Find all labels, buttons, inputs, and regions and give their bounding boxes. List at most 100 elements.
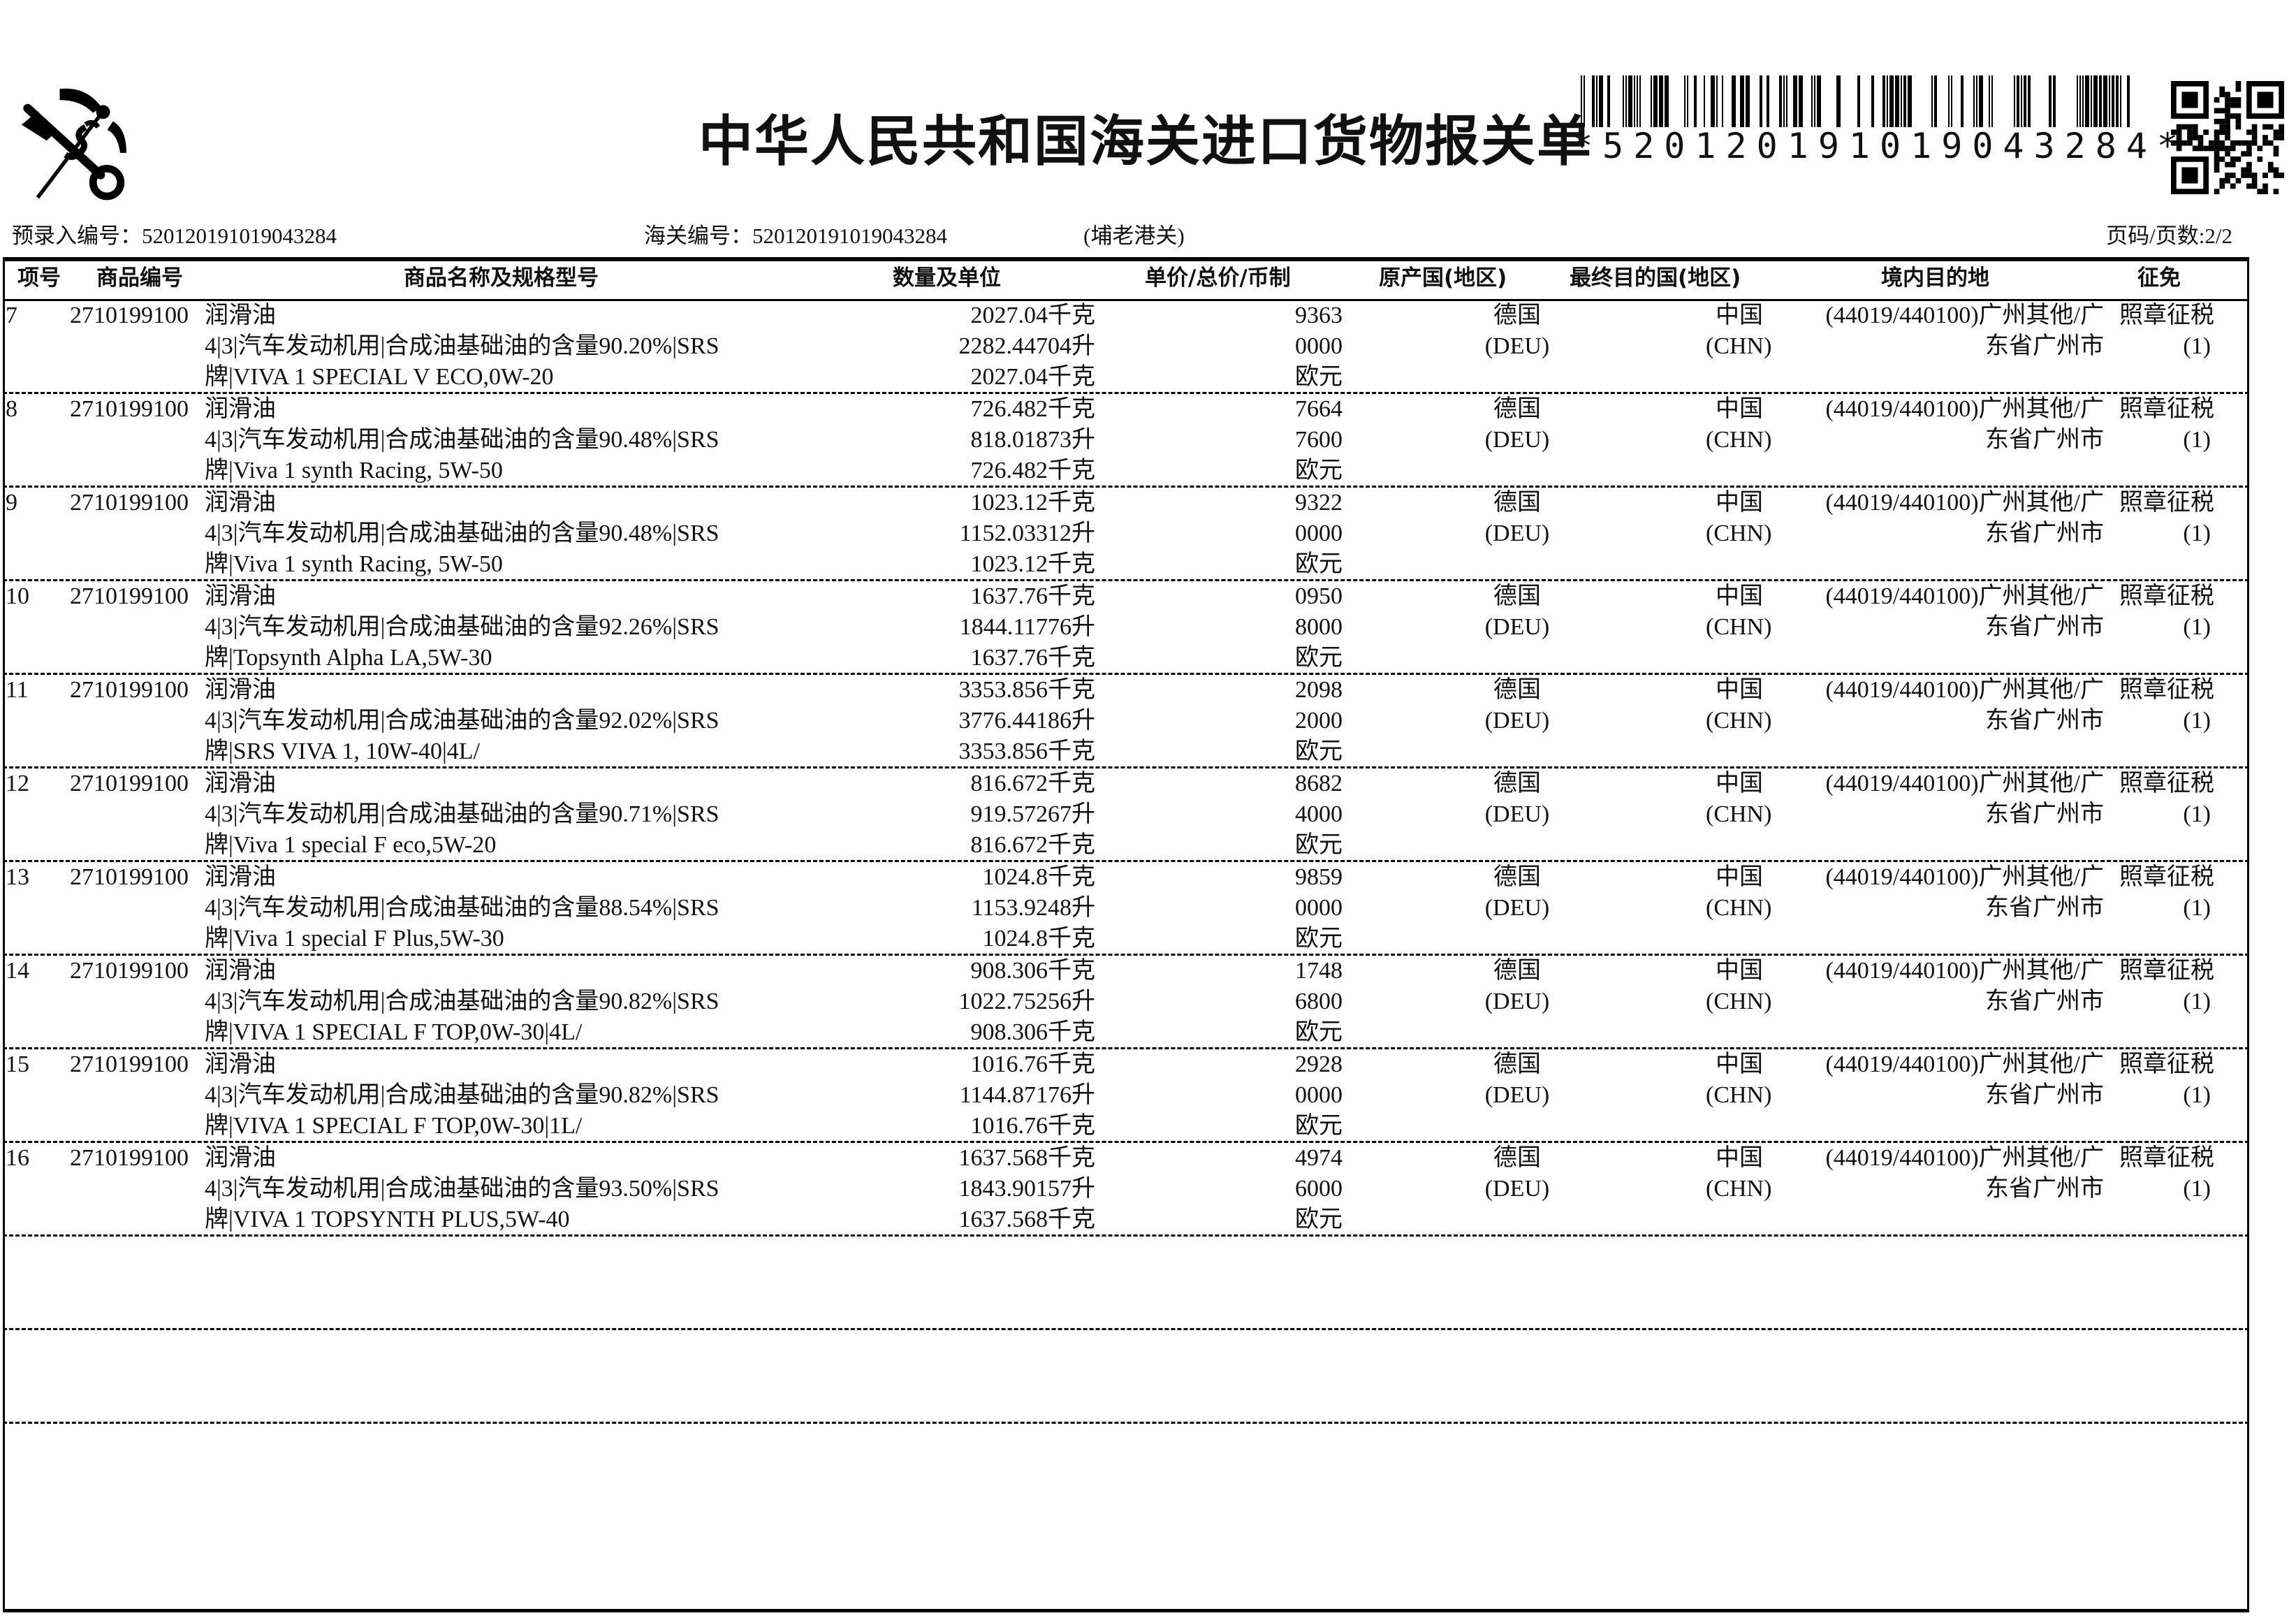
qr-module [2225, 119, 2230, 124]
barcode-bar [1973, 75, 1975, 127]
qr-module [2225, 173, 2230, 178]
qr-module [2273, 145, 2279, 152]
col-header-origin: 原产国(地区) [1379, 265, 1507, 291]
qr-module [2187, 129, 2193, 136]
qr-finder [2257, 92, 2274, 108]
quantity: 1023.12千克 [970, 490, 1096, 516]
qr-module [2214, 145, 2220, 152]
item-number: 8 [6, 396, 17, 422]
qr-module [2251, 173, 2258, 178]
qr-module [2219, 145, 2225, 152]
goods-name: 润滑油 [205, 1051, 276, 1077]
levy-mode: 照章征税 [2119, 771, 2214, 796]
levy-mode: (1) [2183, 614, 2211, 640]
barcode-bar [2109, 75, 2110, 127]
qr-module [2214, 119, 2220, 124]
row-divider [3, 486, 2249, 488]
qr-finder [2171, 113, 2209, 119]
qr-module [2214, 108, 2220, 114]
barcode-bar [1581, 75, 1582, 127]
goods-name: 润滑油 [205, 583, 276, 609]
qr-module [2267, 161, 2274, 168]
domestic-destination: (44019/440100)广州其他/广 [1825, 864, 2104, 890]
barcode-bar [1817, 75, 1821, 127]
qr-module [2246, 173, 2252, 178]
barcode-bar [1599, 75, 1603, 127]
goods-spec: 4|3|汽车发动机用|合成油基础油的含量92.26%|SRS [205, 614, 719, 640]
levy-mode: 照章征税 [2119, 303, 2214, 328]
barcode-bar [1625, 75, 1627, 127]
levy-mode: 照章征税 [2119, 583, 2214, 609]
quantity: 1016.76千克 [970, 1051, 1096, 1077]
barcode-bar [1767, 75, 1769, 127]
qr-module [2251, 129, 2258, 136]
goods-brand-model: 牌|VIVA 1 SPECIAL V ECO,0W-20 [205, 364, 554, 390]
barcode-bar [1665, 75, 1669, 127]
barcode-bar [1760, 75, 1762, 127]
qr-module [2235, 156, 2242, 162]
qr-module [2246, 151, 2252, 156]
qr-module [2214, 97, 2220, 103]
qr-module [2246, 183, 2252, 189]
levy-mode: (1) [2183, 801, 2211, 827]
domestic-destination: (44019/440100)广州其他/广 [1825, 303, 2104, 328]
price: 欧元 [1295, 458, 1343, 483]
price: 欧元 [1295, 551, 1343, 577]
qr-finder [2181, 92, 2198, 108]
goods-spec: 4|3|汽车发动机用|合成油基础油的含量90.20%|SRS [205, 333, 719, 359]
col-header-price: 单价/总价/币制 [1145, 265, 1291, 291]
qr-module [2198, 135, 2204, 140]
qr-finder [2246, 81, 2252, 119]
goods-brand-model: 牌|VIVA 1 SPECIAL F TOP,0W-30|4L/ [205, 1019, 583, 1045]
table-row: 16 2710199100 润滑油 4|3|汽车发动机用|合成油基础油的含量93.50… [3, 1143, 2249, 1237]
qr-module [2257, 145, 2263, 152]
quantity: 908.306千克 [970, 1019, 1096, 1045]
hs-code: 2710199100 [70, 864, 189, 890]
qr-module [2230, 140, 2236, 146]
qr-module [2171, 129, 2177, 136]
price: 1748 [1295, 958, 1343, 984]
barcode-bar [2079, 75, 2081, 127]
table-row: 15 2710199100 润滑油 4|3|汽车发动机用|合成油基础油的含量90.82… [3, 1049, 2249, 1143]
qr-module [2181, 140, 2188, 146]
col-header-destination-country: 最终目的国(地区) [1570, 265, 1741, 291]
goods-name: 润滑油 [205, 303, 276, 328]
levy-mode: (1) [2183, 708, 2211, 734]
barcode-bar [1961, 75, 1964, 127]
price: 0000 [1295, 520, 1343, 546]
qr-module [2262, 135, 2268, 140]
qr-module [2279, 173, 2284, 178]
origin-country: 德国 [1493, 958, 1541, 984]
barcode-bar [2077, 75, 2078, 127]
qr-module [2273, 167, 2279, 173]
col-header-hs-code: 商品编号 [96, 265, 183, 291]
quantity: 3776.44186升 [958, 708, 1096, 734]
levy-mode: 照章征税 [2119, 1145, 2214, 1171]
barcode-bar [1903, 75, 1906, 127]
qr-module [2219, 183, 2225, 189]
destination-country: 中国 [1716, 396, 1763, 422]
levy-mode: (1) [2183, 989, 2211, 1014]
qr-module [2176, 124, 2182, 130]
levy-mode: (1) [2183, 1082, 2211, 1108]
quantity: 818.01873升 [970, 427, 1096, 453]
qr-module [2241, 167, 2246, 173]
price: 0000 [1295, 895, 1343, 921]
qr-module [2246, 161, 2252, 168]
destination-country: (CHN) [1706, 801, 1772, 827]
barcode-bar [2091, 75, 2092, 127]
qr-module [2279, 124, 2284, 130]
price: 0950 [1295, 583, 1343, 609]
qr-module [2262, 183, 2268, 189]
hs-code: 2710199100 [70, 677, 189, 703]
price: 欧元 [1295, 1207, 1343, 1232]
barcode-bar [2120, 75, 2121, 127]
qr-module [2187, 135, 2193, 140]
barcode-bar [1687, 75, 1688, 127]
row-divider [3, 579, 2249, 581]
qr-finder [2171, 156, 2209, 162]
barcode-number: *520120191019043284* [1572, 126, 2188, 166]
qr-module [2251, 135, 2258, 140]
page-info: 页码/页数:2/2 [2106, 224, 2232, 248]
goods-spec: 4|3|汽车发动机用|合成油基础油的含量90.48%|SRS [205, 520, 719, 546]
